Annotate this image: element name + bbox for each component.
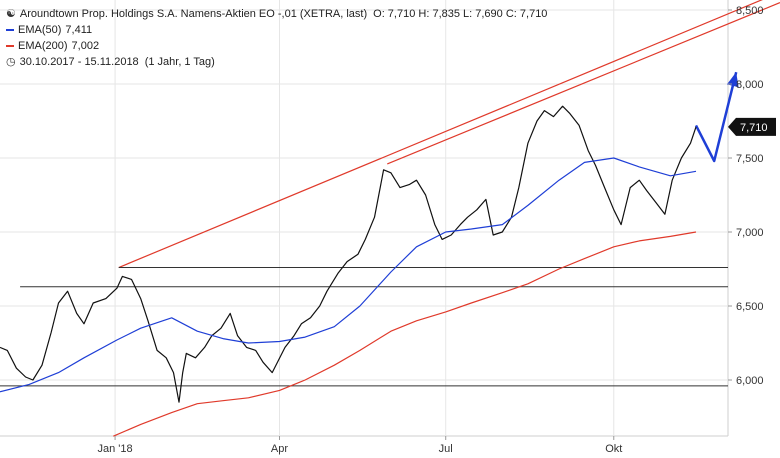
ema200-value: 7,002 [71, 40, 100, 52]
legend-ema50-row: EMA(50) 7,411 [6, 22, 547, 38]
price-line [0, 105, 697, 403]
annotation-layer [0, 0, 780, 387]
ema50-label: EMA(50) [18, 24, 62, 36]
instrument-title: Aroundtown Prop. Holdings S.A. Namens-Ak… [19, 8, 368, 20]
last-price-badge [728, 117, 776, 136]
y-tick-label: 8,500 [736, 5, 764, 17]
candlestick-icon: ☯ [6, 8, 16, 20]
forecast-arrow-line [694, 71, 738, 163]
chart-grid [0, 0, 729, 437]
clock-icon: ◷ [6, 56, 16, 68]
trend-line [387, 2, 780, 165]
legend-period-row: ◷ 30.10.2017 - 15.11.2018 (1 Jahr, 1 Tag… [6, 54, 547, 70]
y-tick-label: 6,000 [736, 375, 764, 387]
y-tick-label: 7,500 [736, 153, 764, 165]
chart-legend: ☯ Aroundtown Prop. Holdings S.A. Namens-… [6, 6, 547, 70]
ema50-line [0, 157, 697, 393]
series-layer [0, 105, 697, 437]
ohlc-values: O: 7,710 H: 7,835 L: 7,690 C: 7,710 [373, 8, 548, 20]
y-tick-label: 6,500 [736, 301, 764, 313]
ema200-line [113, 231, 697, 437]
period-range: 30.10.2017 - 15.11.2018 [19, 56, 139, 68]
forecast-arrow-head [726, 72, 739, 88]
ema50-swatch [6, 29, 14, 31]
ema50-value: 7,411 [65, 24, 93, 36]
y-tick-label: 8,000 [736, 79, 764, 91]
legend-ema200-row: EMA(200) 7,002 [6, 38, 547, 54]
y-tick-label: 7,000 [736, 227, 764, 239]
axis-layer: 8,500 8,000 7,500 7,000 6,500 6,000 Jan '18 Apr… [98, 5, 776, 455]
x-tick-label: Jul [439, 443, 453, 455]
ema200-swatch [6, 45, 14, 47]
trend-line [118, 0, 763, 269]
ema200-label: EMA(200) [18, 40, 68, 52]
x-tick-label: Okt [605, 443, 622, 455]
x-tick-label: Apr [271, 443, 288, 455]
last-price-label: 7,710 [740, 122, 768, 134]
x-tick-label: Jan '18 [98, 443, 133, 455]
legend-instrument-row: ☯ Aroundtown Prop. Holdings S.A. Namens-… [6, 6, 547, 22]
period-interval: (1 Jahr, 1 Tag) [144, 56, 215, 68]
